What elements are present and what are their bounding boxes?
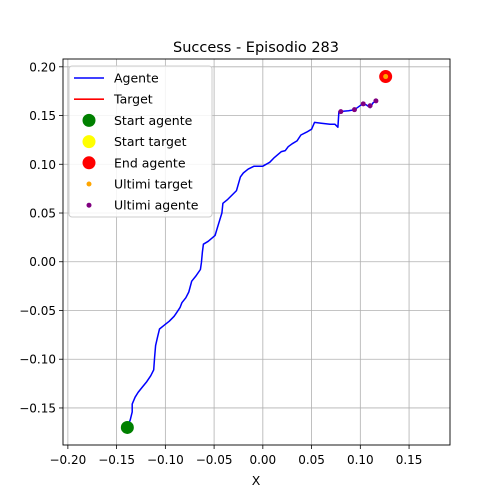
legend-label-ultimi-target: Ultimi target [114, 177, 193, 192]
y-tick-label: −0.05 [19, 304, 56, 318]
y-tick-label: −0.10 [19, 353, 56, 367]
x-tick-label: −0.20 [49, 453, 86, 467]
x-tick-label: −0.10 [147, 453, 184, 467]
legend-label-target: Target [113, 92, 153, 107]
x-tick-label: −0.15 [98, 453, 135, 467]
legend-label-ultimi-agente: Ultimi agente [114, 198, 199, 213]
x-tick-label: 0.00 [249, 453, 276, 467]
marker-start-agente [120, 420, 134, 434]
series-line-agente [126, 100, 377, 428]
x-tick-label: 0.10 [347, 453, 374, 467]
x-tick-label: −0.05 [196, 453, 233, 467]
x-tick-label: 0.05 [298, 453, 325, 467]
y-tick-label: −0.15 [19, 401, 56, 415]
point-ultimi-target [383, 74, 389, 80]
legend-label-agente: Agente [114, 71, 159, 86]
legend-swatch-start-target [82, 135, 96, 149]
y-tick-label: 0.20 [29, 60, 56, 74]
legend-swatch-end-agente [82, 156, 96, 170]
legend: Agente Target Start agente Start target End … [68, 65, 213, 218]
x-axis-label: X [252, 473, 261, 488]
plot-frame [62, 58, 451, 446]
point-ultimi-agente [360, 101, 366, 107]
point-ultimi-agente [367, 103, 373, 109]
y-tick-label: 0.05 [29, 207, 56, 221]
legend-label-end-agente: End agente [114, 155, 186, 170]
legend-swatch-start-agente [82, 113, 96, 127]
legend-label-start-agente: Start agente [114, 113, 193, 128]
legend-label-start-target: Start target [114, 134, 187, 149]
x-tick-label: 0.15 [396, 453, 423, 467]
point-ultimi-agente [338, 109, 344, 115]
plot-data [120, 70, 393, 434]
point-ultimi-agente [351, 107, 357, 113]
y-tick-label: 0.00 [29, 255, 56, 269]
y-tick-label: 0.15 [29, 109, 56, 123]
legend-box [68, 65, 213, 218]
chart-title: Success - Episodio 283 [173, 40, 339, 56]
axes-ticks: −0.20 −0.15 −0.10 −0.05 0.00 0.05 0.10 0.15 −0.1… [19, 60, 422, 467]
legend-swatch-ultimi-agente [86, 202, 92, 208]
legend-swatch-ultimi-target [86, 181, 92, 187]
point-ultimi-agente [373, 98, 379, 104]
y-tick-label: 0.10 [29, 158, 56, 172]
